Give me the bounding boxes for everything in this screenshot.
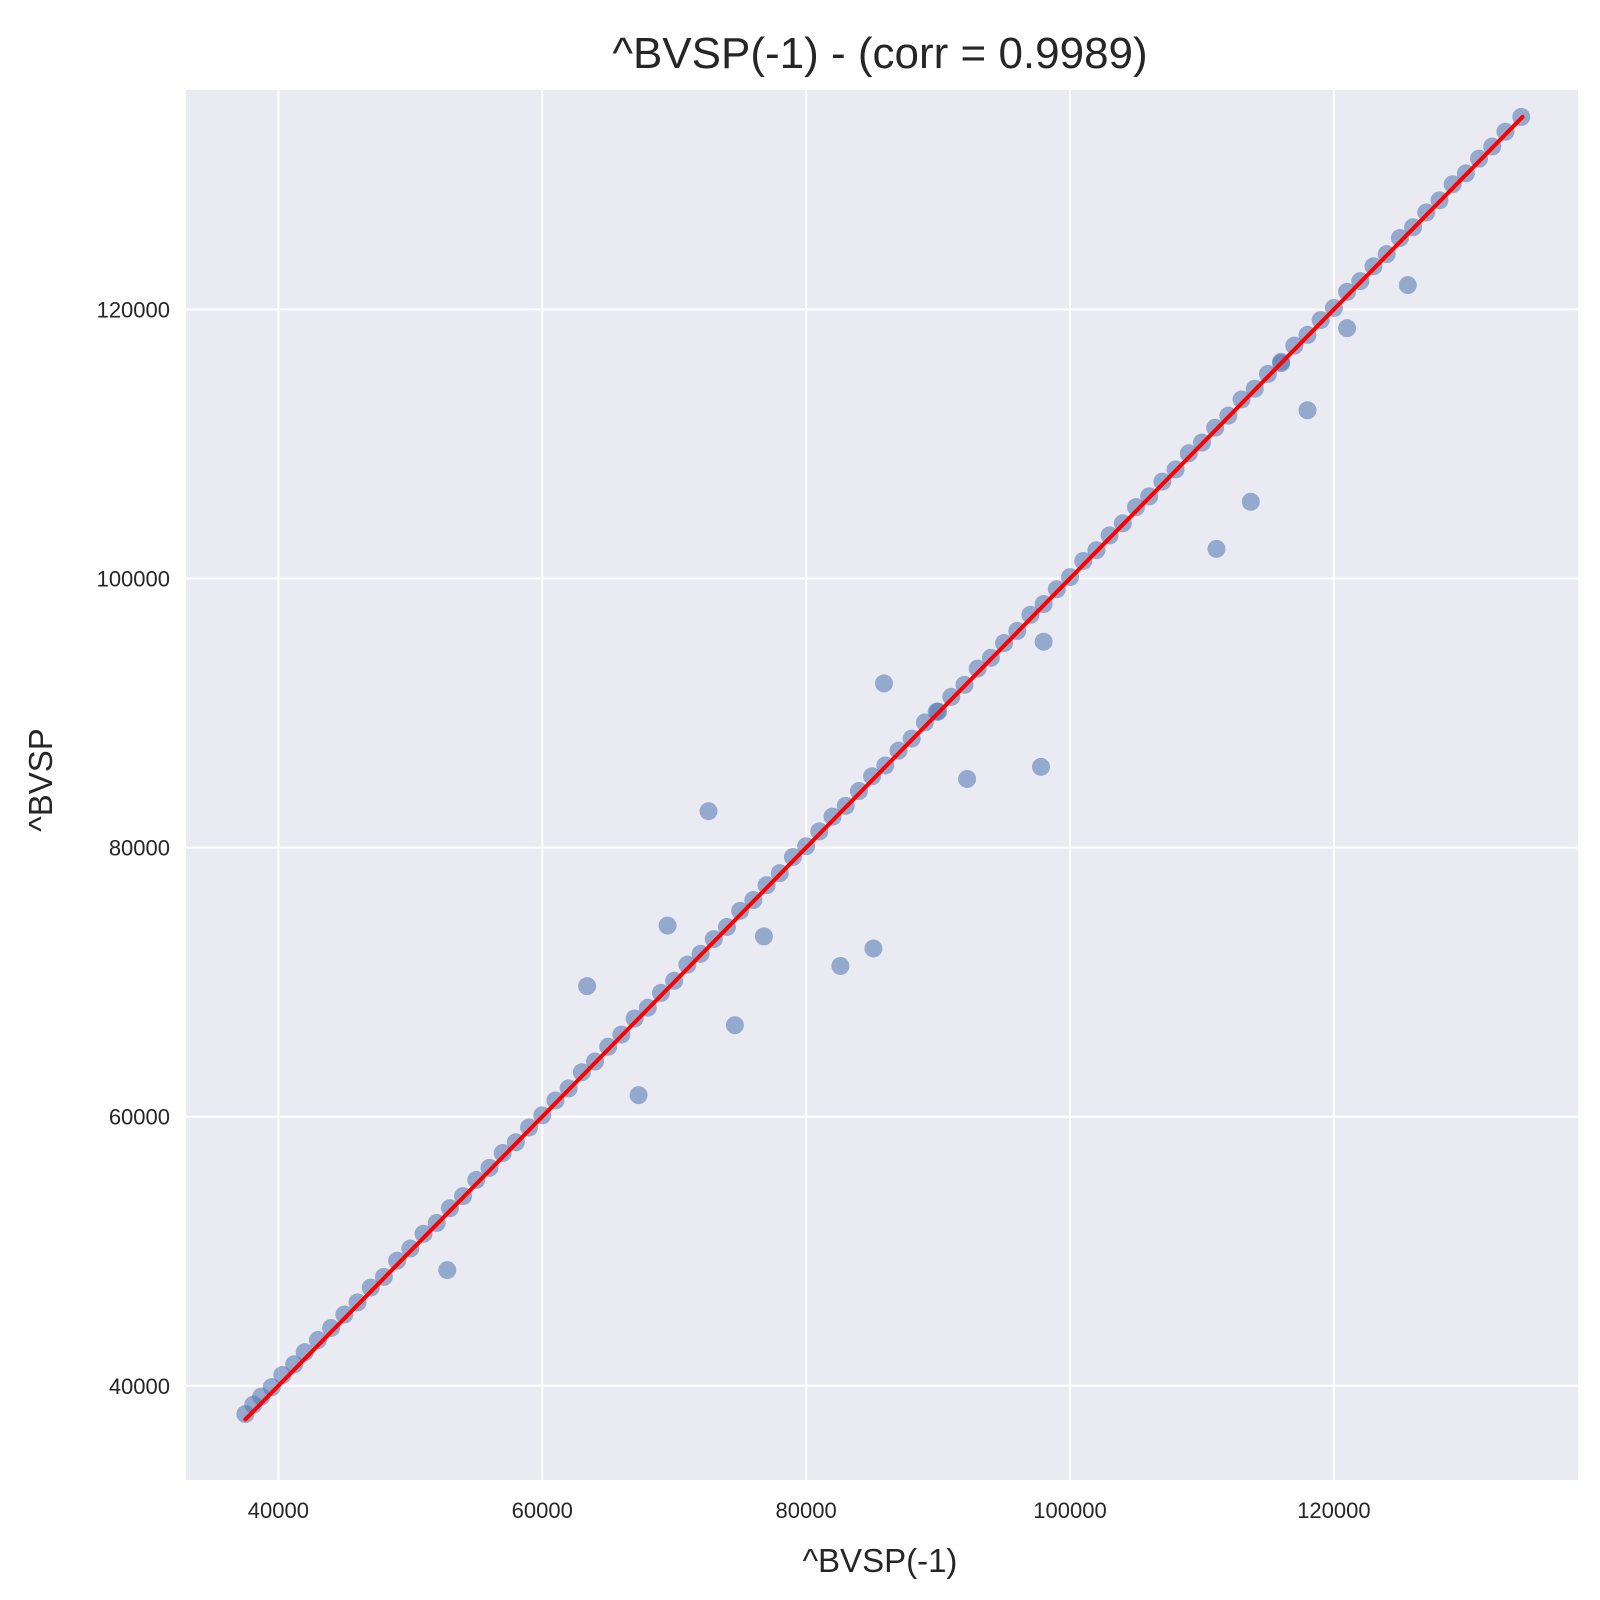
y-tick-label: 100000: [97, 566, 170, 591]
data-point: [1298, 401, 1317, 420]
data-point: [438, 1261, 457, 1280]
data-point: [831, 956, 850, 975]
data-point: [322, 1318, 341, 1337]
chart-title: ^BVSP(-1) - (corr = 0.9989): [612, 29, 1147, 78]
data-point: [968, 659, 987, 678]
data-point: [823, 807, 842, 826]
data-point: [1207, 539, 1226, 558]
y-tick-label: 80000: [109, 836, 170, 861]
regression-line: [243, 114, 1525, 1422]
y-axis-label: ^BVSP: [22, 728, 59, 832]
data-point: [754, 927, 773, 946]
data-point: [285, 1355, 304, 1374]
data-point: [1126, 498, 1145, 517]
y-tick-label: 60000: [109, 1105, 170, 1130]
data-point: [915, 713, 934, 732]
data-point: [1034, 632, 1053, 651]
x-tick-label: 100000: [1033, 1498, 1106, 1523]
data-point: [874, 674, 893, 693]
data-point: [1338, 282, 1357, 301]
data-point: [467, 1170, 486, 1189]
data-point: [731, 901, 750, 920]
x-tick-label: 60000: [512, 1498, 573, 1523]
data-point: [725, 1016, 744, 1035]
data-point: [493, 1144, 512, 1163]
data-point: [572, 1063, 591, 1082]
data-point: [1241, 492, 1260, 511]
x-tick-label: 80000: [776, 1498, 837, 1523]
data-point: [864, 939, 883, 958]
x-axis-label: ^BVSP(-1): [803, 1542, 958, 1579]
data-point: [1074, 551, 1093, 570]
y-tick-label: 40000: [109, 1374, 170, 1399]
x-tick-label: 120000: [1297, 1498, 1370, 1523]
data-point: [1021, 605, 1040, 624]
data-point: [783, 847, 802, 866]
y-tick-label: 120000: [97, 297, 170, 322]
data-point: [1232, 390, 1251, 409]
tick-labels: 40000 60000 80000 100000 120000 40000 60000 800…: [97, 297, 1371, 1523]
data-point: [1443, 175, 1462, 194]
grid-lines: [186, 90, 1578, 1480]
data-point: [361, 1278, 380, 1297]
data-point: [625, 1009, 644, 1028]
data-point: [1390, 229, 1409, 248]
data-point: [629, 1086, 648, 1105]
data-point: [335, 1305, 354, 1324]
data-point: [262, 1378, 281, 1397]
data-point: [308, 1331, 327, 1350]
data-point: [414, 1224, 433, 1243]
x-tick-label: 40000: [248, 1498, 309, 1523]
data-point: [578, 977, 597, 996]
data-point: [678, 955, 697, 974]
data-point: [1398, 276, 1417, 295]
data-point: [388, 1251, 407, 1270]
regression-line-layer: [243, 114, 1525, 1422]
data-point: [1031, 757, 1050, 776]
data-point: [1285, 336, 1304, 355]
data-point: [658, 916, 677, 935]
plot-area: [186, 90, 1578, 1480]
data-point: [1338, 319, 1357, 338]
data-point: [863, 767, 882, 786]
data-point: [699, 802, 718, 821]
data-point: [1179, 444, 1198, 463]
data-point: [958, 769, 977, 788]
